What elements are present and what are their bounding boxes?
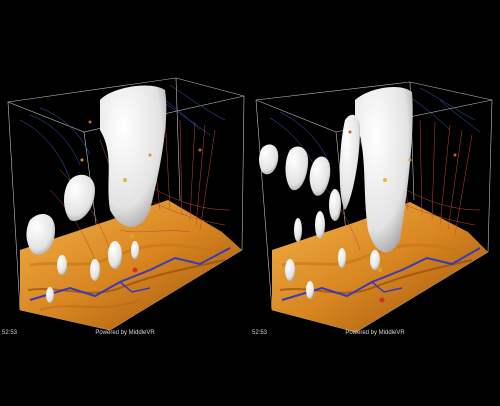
terrain-surface: [272, 202, 488, 332]
volume-scene: [6, 77, 245, 331]
isosurface-blobs: [259, 86, 413, 299]
volume-scene: [255, 81, 493, 333]
credit-label: Powered by MiddleVR: [95, 330, 155, 336]
timestamp-label: 52:53: [2, 330, 18, 336]
isosurface-blobs: [26, 85, 167, 303]
left-viewport: 52:53 Powered by MiddleVR: [0, 60, 250, 350]
credit-label: Powered by MiddleVR: [345, 330, 405, 336]
timestamp-label: 52:53: [252, 330, 268, 336]
particle-glyphs: [348, 130, 457, 303]
particle-glyphs: [80, 120, 202, 273]
right-viewport: 52:53 Powered by MiddleVR: [250, 60, 500, 350]
terrain-surface: [20, 200, 242, 330]
